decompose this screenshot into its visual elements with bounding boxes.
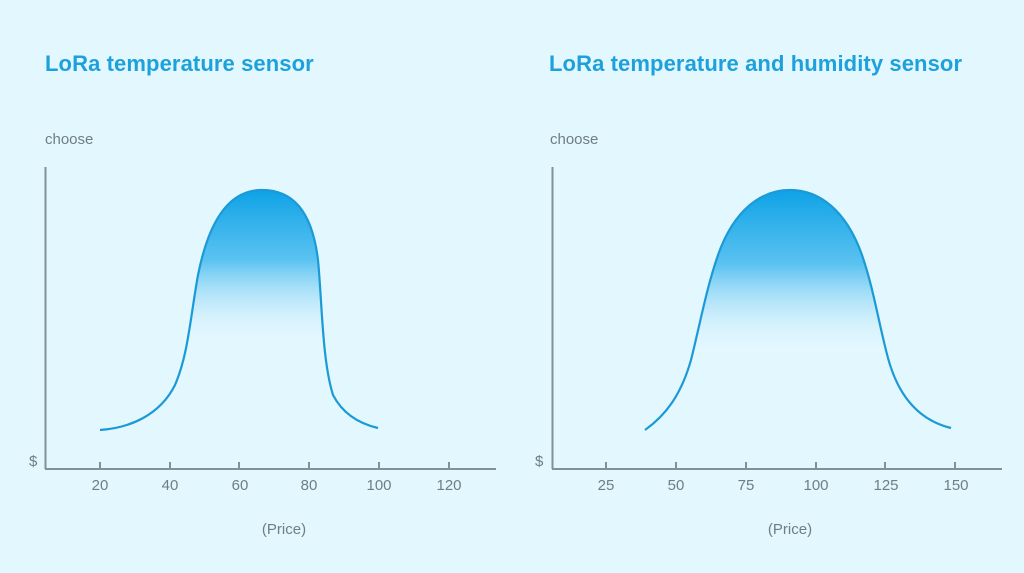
x-axis-ticks: [605, 462, 956, 469]
chart-title: LoRa temperature and humidity sensor: [549, 51, 963, 76]
plot-area: [551, 167, 1002, 470]
x-tick-label: 125: [873, 477, 899, 494]
curve-fill: [645, 190, 951, 430]
chart-panel-temperature-sensor: LoRa temperature sensor choose $: [29, 51, 496, 538]
x-tick-label: 75: [737, 477, 755, 494]
y-axis-label: choose: [45, 131, 94, 148]
curve-fill: [100, 190, 378, 430]
chart-title: LoRa temperature sensor: [45, 51, 314, 76]
x-tick-label: 120: [436, 477, 462, 494]
x-axis-ticks: [99, 462, 450, 469]
x-tick-label: 100: [366, 477, 392, 494]
x-tick-label: 80: [300, 477, 318, 494]
x-axis-label: (Price): [261, 521, 307, 538]
y-axis-unit: $: [535, 453, 544, 470]
chart-panel-temperature-humidity-sensor: LoRa temperature and humidity sensor cho…: [506, 0, 1018, 573]
y-axis-label: choose: [550, 131, 599, 148]
plot-area: [44, 167, 496, 470]
x-tick-label: 25: [597, 477, 615, 494]
x-tick-label: 60: [231, 477, 249, 494]
x-tick-label: 50: [667, 477, 685, 494]
x-tick-label: 40: [161, 477, 179, 494]
x-tick-label: 100: [803, 477, 829, 494]
y-axis-unit: $: [29, 453, 38, 470]
x-axis-label: (Price): [767, 521, 813, 538]
distribution-curve: [99, 188, 379, 432]
x-tick-label: 20: [91, 477, 109, 494]
distribution-curve: [644, 188, 952, 431]
x-tick-label: 150: [943, 477, 969, 494]
